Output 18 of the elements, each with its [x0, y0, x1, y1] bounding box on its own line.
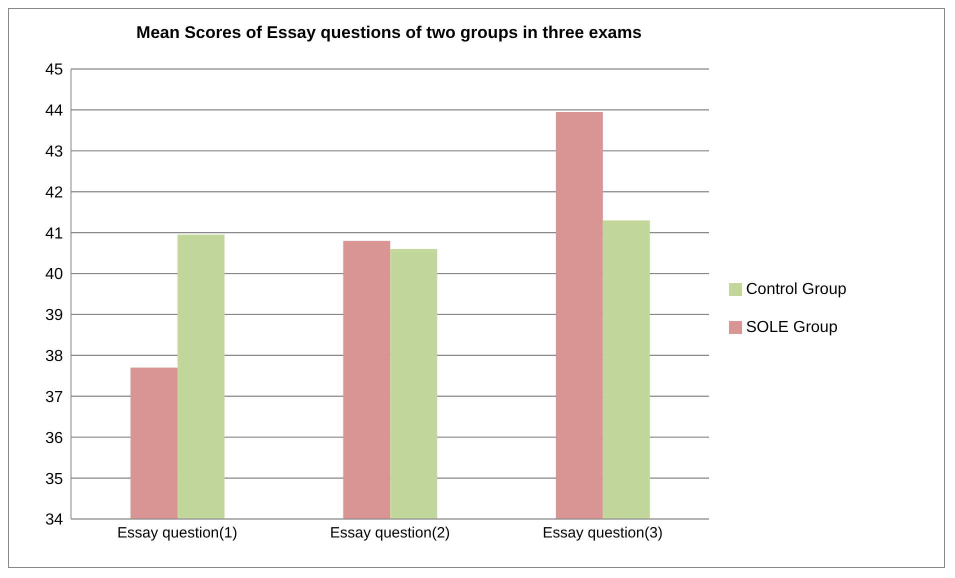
y-tick-label: 44: [45, 102, 64, 120]
legend-label: Control Group: [746, 281, 846, 298]
y-tick-label: 35: [45, 470, 64, 488]
y-tick-label: 36: [45, 430, 64, 447]
y-tick-label: 40: [45, 266, 64, 284]
y-tick-label: 45: [45, 62, 64, 79]
chart-title: Mean Scores of Essay questions of two groups in three exams: [135, 23, 643, 43]
y-tick-label: 42: [45, 184, 64, 202]
x-tick-label: Essay question(1): [117, 524, 238, 542]
y-tick-label: 41: [45, 225, 64, 242]
x-tick-label: Essay question(3): [542, 524, 663, 542]
y-tick-label: 39: [45, 307, 64, 324]
legend-label: SOLE Group: [746, 319, 838, 336]
y-tick-label: 37: [45, 388, 64, 406]
x-tick-label: Essay question(2): [330, 524, 450, 542]
y-tick-label: 43: [45, 144, 64, 160]
y-tick-label: 38: [45, 348, 64, 366]
y-tick-label: 34: [45, 512, 64, 529]
